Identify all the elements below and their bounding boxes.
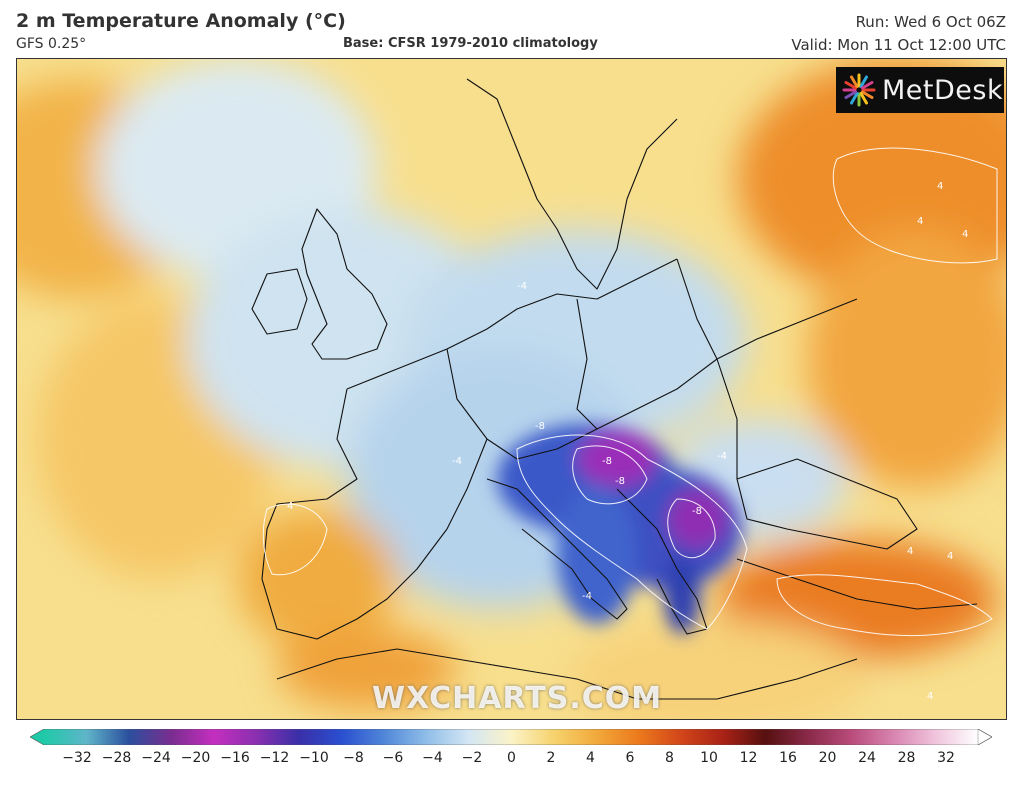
colorbar-tick-label: −24	[141, 750, 171, 766]
colorbar-tick-label: 32	[937, 750, 955, 766]
contour-label: 4	[962, 229, 968, 240]
logo-ray	[859, 75, 868, 89]
contour-label: -8	[692, 506, 702, 517]
climatology-base-label: Base: CFSR 1979-2010 climatology	[343, 36, 598, 51]
contour-label: -8	[615, 476, 625, 487]
colorbar-tick-label: 12	[739, 750, 758, 766]
wxcharts-watermark: WXCHARTS.COM	[372, 681, 663, 716]
contour-label: 4	[937, 181, 943, 192]
metdesk-logo: MetDesk	[836, 67, 1004, 113]
colorbar-min-arrow	[30, 729, 44, 745]
colorbar-tick-label: −4	[422, 750, 443, 766]
colorbar-tick-label: −20	[180, 750, 211, 766]
colorbar	[30, 729, 992, 745]
contour-label: 4	[927, 691, 933, 702]
colorbar-tick-label: 10	[700, 750, 718, 766]
contour-label: -8	[535, 421, 545, 432]
colorbar-tick-label: −10	[299, 750, 329, 766]
colorbar-tick-label: 8	[665, 750, 674, 766]
logo-ray	[859, 91, 868, 105]
chart-title: 2 m Temperature Anomaly (°C)	[16, 10, 346, 32]
colorbar-tick-label: −28	[101, 750, 132, 766]
contour-label: -4	[582, 591, 592, 602]
colorbar-max-arrow	[977, 729, 992, 745]
contour-labels: 4 4 4 -4 -4 -8 -8 -8 -8 -4 -4 4 4 4 4	[287, 181, 968, 702]
colorbar-tick-label: −16	[220, 750, 250, 766]
colorbar-ticks: −32 −28 −24 −20 −16 −12 −10 −8 −6 −4 −2 0 2 4 6 8 10 12 16…	[0, 748, 1024, 772]
logo-ray	[844, 90, 858, 99]
map-canvas: 4 4 4 -4 -4 -8 -8 -8 -8 -4 -4 4 4 4 4	[17, 59, 1006, 719]
logo-ray	[850, 91, 859, 105]
temperature-anomaly-map: 4 4 4 -4 -4 -8 -8 -8 -8 -4 -4 4 4 4 4 Me…	[16, 58, 1007, 720]
contour-label: 4	[917, 216, 923, 227]
contour-label: 4	[907, 546, 913, 557]
colorbar-tick-label: 28	[897, 750, 916, 766]
colorbar-tick-label: −8	[343, 750, 364, 766]
contour-label: -4	[517, 281, 527, 292]
colorbar-tick-label: 4	[586, 750, 595, 766]
colorbar-gradient	[44, 729, 978, 745]
colorbar-tick-label: 24	[858, 750, 876, 766]
logo-ray	[860, 90, 874, 99]
colorbar-tick-label: −2	[461, 750, 483, 766]
logo-ray	[844, 81, 858, 90]
logo-ray	[860, 81, 874, 90]
colorbar-tick-label: 6	[625, 750, 635, 766]
metdesk-logo-text: MetDesk	[882, 74, 1004, 106]
colorbar-tick-label: −32	[62, 750, 92, 766]
contour-label: -8	[602, 456, 612, 467]
colorbar-tick-label: −6	[382, 750, 404, 766]
contour-label: -4	[717, 451, 727, 462]
logo-ray	[850, 75, 859, 89]
contour-label: 4	[947, 551, 953, 562]
colorbar-tick-label: 20	[818, 750, 837, 766]
model-label: GFS 0.25°	[16, 36, 87, 52]
colorbar-tick-label: −12	[259, 750, 290, 766]
run-time-label: Run: Wed 6 Oct 06Z	[855, 13, 1006, 31]
contour-label: -4	[452, 456, 462, 467]
contour-label: 4	[287, 501, 293, 512]
metdesk-starburst-icon	[842, 73, 876, 107]
colorbar-tick-label: 16	[779, 750, 797, 766]
valid-time-label: Valid: Mon 11 Oct 12:00 UTC	[791, 36, 1006, 54]
colorbar-tick-label: 2	[546, 750, 556, 766]
colorbar-tick-label: 0	[507, 750, 516, 766]
